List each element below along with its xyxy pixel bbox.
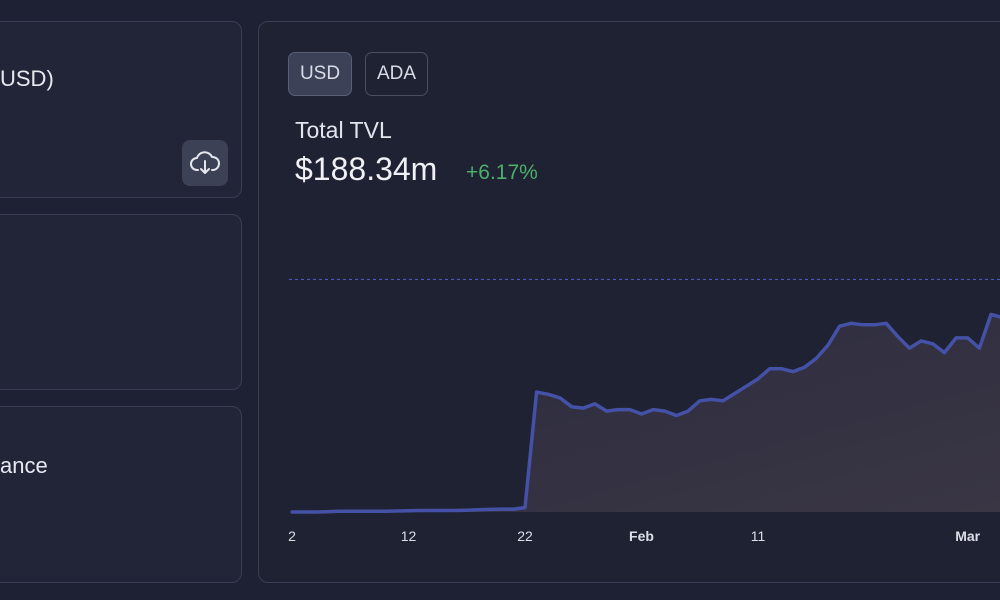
download-button[interactable] xyxy=(182,140,228,186)
metric-label: Total TVL xyxy=(295,117,392,143)
summary-card-middle xyxy=(0,214,242,390)
card-title-usd: USD) xyxy=(0,66,54,91)
currency-toggle-usd[interactable]: USD xyxy=(288,52,352,96)
x-tick-label: 11 xyxy=(751,528,766,544)
cloud-download-icon xyxy=(190,151,220,174)
series-line xyxy=(290,312,1000,514)
x-tick-label: 22 xyxy=(517,528,533,544)
summary-card-bottom xyxy=(0,406,242,583)
x-tick-label: Feb xyxy=(629,528,654,544)
x-tick-label: 2 xyxy=(288,528,296,544)
x-tick-label: 12 xyxy=(401,528,417,544)
metric-change: +6.17% xyxy=(466,161,538,184)
currency-toggle-ada[interactable]: ADA xyxy=(365,52,428,96)
metric-value: $188.34m xyxy=(295,151,438,187)
card-title-balance: ance xyxy=(0,453,48,478)
x-tick-label: Mar xyxy=(955,528,980,544)
